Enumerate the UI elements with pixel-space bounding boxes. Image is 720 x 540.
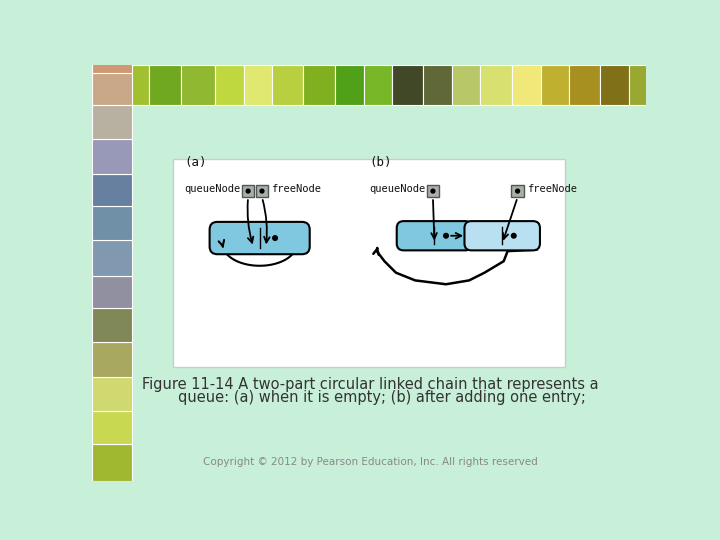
FancyBboxPatch shape	[117, 90, 662, 473]
FancyBboxPatch shape	[210, 222, 310, 254]
Bar	[256, 185, 268, 197]
FancyBboxPatch shape	[397, 221, 472, 251]
Bar	[629, 65, 657, 105]
Bar	[427, 185, 439, 197]
Bar	[121, 65, 149, 105]
Circle shape	[516, 189, 520, 193]
Bar	[335, 65, 364, 105]
Text: freeNode: freeNode	[527, 184, 577, 194]
Bar	[272, 65, 303, 105]
Bar	[92, 72, 132, 105]
Bar	[242, 185, 254, 197]
FancyBboxPatch shape	[464, 221, 540, 251]
Bar	[92, 174, 132, 206]
Bar	[392, 65, 423, 105]
Bar	[657, 65, 688, 105]
Bar	[92, 308, 132, 342]
Bar	[511, 185, 523, 197]
Text: Figure 11-14 A two-part circular linked chain that represents a: Figure 11-14 A two-part circular linked …	[143, 377, 599, 392]
Text: freeNode: freeNode	[271, 184, 321, 194]
Bar	[92, 276, 132, 308]
Bar	[364, 65, 392, 105]
Bar	[92, 240, 132, 276]
Bar	[92, 105, 132, 139]
Text: queue: (a) when it is empty; (b) after adding one entry;: queue: (a) when it is empty; (b) after a…	[155, 390, 586, 405]
Bar	[303, 65, 335, 105]
Bar	[92, 377, 132, 411]
Bar	[92, 39, 132, 72]
Bar	[215, 65, 244, 105]
Text: (a): (a)	[184, 157, 207, 170]
Circle shape	[444, 233, 449, 238]
Bar	[512, 65, 541, 105]
Text: queueNode: queueNode	[369, 184, 426, 194]
Bar	[452, 65, 480, 105]
Text: queueNode: queueNode	[184, 184, 240, 194]
Circle shape	[260, 189, 264, 193]
Bar	[600, 65, 629, 105]
Circle shape	[511, 233, 516, 238]
Bar	[92, 206, 132, 240]
Bar	[92, 139, 132, 174]
Bar	[244, 65, 272, 105]
Bar	[149, 65, 181, 105]
Circle shape	[431, 189, 435, 193]
FancyBboxPatch shape	[173, 159, 565, 367]
Circle shape	[273, 236, 277, 240]
Bar	[423, 65, 452, 105]
Bar	[570, 65, 600, 105]
Text: (b): (b)	[369, 157, 392, 170]
Bar	[92, 411, 132, 444]
Text: Copyright © 2012 by Pearson Education, Inc. All rights reserved: Copyright © 2012 by Pearson Education, I…	[203, 457, 538, 467]
Bar	[92, 444, 132, 481]
Bar	[92, 342, 132, 377]
Bar	[541, 65, 570, 105]
Bar	[92, 65, 121, 105]
Bar	[480, 65, 512, 105]
Bar	[181, 65, 215, 105]
Circle shape	[246, 189, 250, 193]
